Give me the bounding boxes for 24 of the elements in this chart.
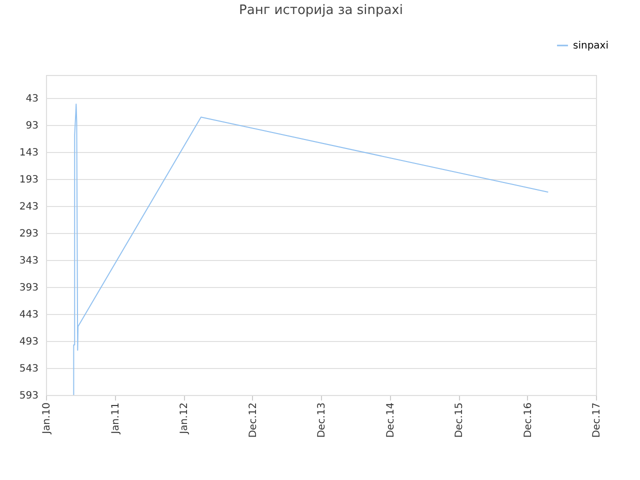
y-tick-label: 543 (19, 364, 38, 375)
x-tick-label: Dec.14 (385, 402, 396, 438)
y-tick-label: 243 (19, 202, 38, 213)
y-tick-label: 443 (19, 310, 38, 321)
y-tick-label: 193 (19, 174, 38, 186)
x-tick-label: Dec.12 (248, 402, 259, 438)
x-tick-label: Dec.16 (522, 402, 534, 438)
x-tick-label: Jan.10 (42, 402, 52, 435)
y-tick-label: 93 (26, 120, 38, 132)
y-tick-label: 493 (19, 336, 38, 348)
x-tick-label: Dec.13 (316, 402, 328, 438)
y-tick-label: 43 (26, 94, 38, 105)
x-tick-label: Dec.15 (454, 402, 465, 438)
y-tick-label: 293 (19, 228, 38, 240)
y-tick-label: 393 (19, 282, 38, 294)
y-tick-label: 343 (19, 256, 38, 267)
y-tick-label: 593 (19, 390, 38, 402)
x-tick-label: Jan.11 (110, 402, 122, 435)
line-series (73, 104, 549, 396)
x-tick-label: Jan.12 (179, 402, 190, 435)
chart-title: Ранг историја за sinpaxi (239, 3, 403, 18)
y-tick-label: 143 (19, 148, 38, 159)
x-tick-label: Dec.17 (592, 402, 602, 438)
legend-label: sinpaxi (573, 40, 608, 52)
